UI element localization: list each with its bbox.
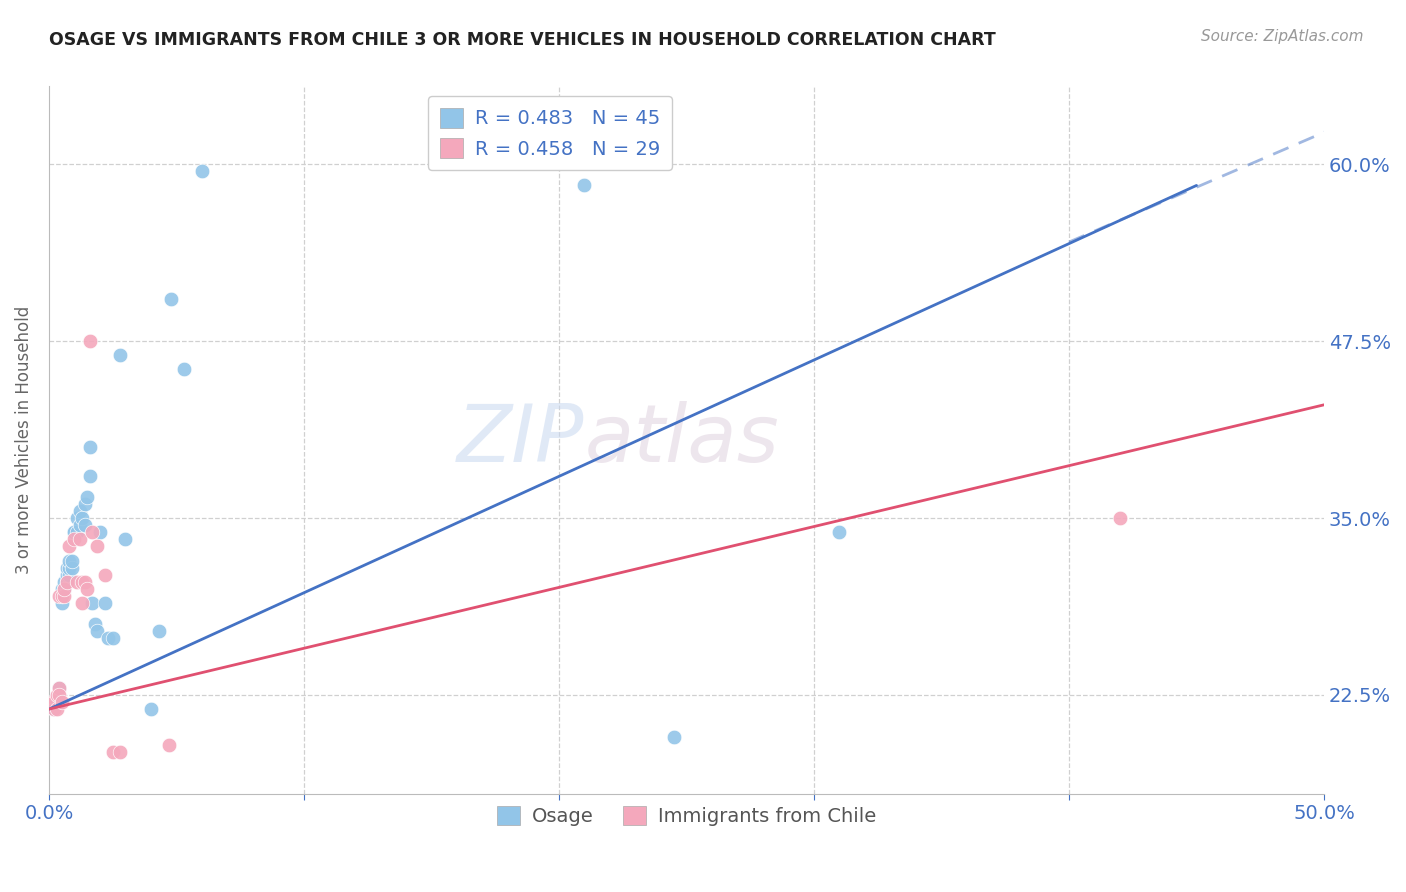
Point [86, 624, 108, 639]
Point [148, 624, 170, 639]
Point [70, 574, 93, 589]
Point [45, 702, 67, 716]
Point [53, 582, 76, 596]
Point [51, 589, 73, 603]
Point [60, 560, 83, 574]
Point [828, 525, 851, 540]
Point [53, 582, 76, 596]
Point [101, 745, 124, 759]
Point [1109, 511, 1132, 525]
Point [63, 533, 86, 547]
Point [45, 688, 67, 702]
Point [157, 738, 180, 752]
Point [66, 574, 89, 589]
Point [173, 362, 195, 376]
Point [63, 525, 86, 540]
Point [51, 589, 73, 603]
Point [41, 695, 63, 709]
Point [79, 440, 101, 454]
Point [56, 567, 79, 582]
Point [191, 164, 214, 178]
Point [160, 292, 183, 306]
Point [76, 490, 98, 504]
Point [48, 681, 70, 695]
Point [58, 560, 80, 574]
Point [56, 574, 79, 589]
Point [83, 617, 105, 632]
Point [42, 695, 65, 709]
Point [94, 596, 117, 610]
Point [114, 533, 136, 547]
Point [66, 525, 89, 540]
Point [82, 596, 104, 610]
Point [45, 695, 67, 709]
Point [66, 511, 89, 525]
Point [58, 553, 80, 567]
Point [69, 504, 91, 518]
Point [51, 582, 73, 596]
Point [79, 334, 101, 348]
Point [42, 702, 65, 716]
Point [97, 632, 120, 646]
Point [79, 468, 101, 483]
Point [94, 567, 117, 582]
Point [60, 553, 83, 567]
Point [56, 560, 79, 574]
Point [63, 525, 86, 540]
Point [53, 589, 76, 603]
Text: atlas: atlas [585, 401, 779, 479]
Point [70, 511, 93, 525]
Point [139, 702, 162, 716]
Point [76, 582, 98, 596]
Point [86, 540, 108, 554]
Point [56, 574, 79, 589]
Text: ZIP: ZIP [457, 401, 585, 479]
Point [58, 567, 80, 582]
Point [73, 574, 96, 589]
Point [662, 731, 685, 745]
Point [48, 688, 70, 702]
Legend: Osage, Immigrants from Chile: Osage, Immigrants from Chile [489, 797, 884, 834]
Point [53, 574, 76, 589]
Point [69, 518, 91, 533]
Text: Source: ZipAtlas.com: Source: ZipAtlas.com [1201, 29, 1364, 44]
Y-axis label: 3 or more Vehicles in Household: 3 or more Vehicles in Household [15, 306, 32, 574]
Point [73, 497, 96, 511]
Point [51, 596, 73, 610]
Point [82, 525, 104, 540]
Point [110, 745, 132, 759]
Point [70, 596, 93, 610]
Point [51, 695, 73, 709]
Point [101, 632, 124, 646]
Point [89, 525, 111, 540]
Point [69, 533, 91, 547]
Point [110, 348, 132, 362]
Point [42, 702, 65, 716]
Point [48, 589, 70, 603]
Point [48, 681, 70, 695]
Point [73, 518, 96, 533]
Text: OSAGE VS IMMIGRANTS FROM CHILE 3 OR MORE VEHICLES IN HOUSEHOLD CORRELATION CHART: OSAGE VS IMMIGRANTS FROM CHILE 3 OR MORE… [49, 31, 995, 49]
Point [58, 540, 80, 554]
Point [574, 178, 596, 193]
